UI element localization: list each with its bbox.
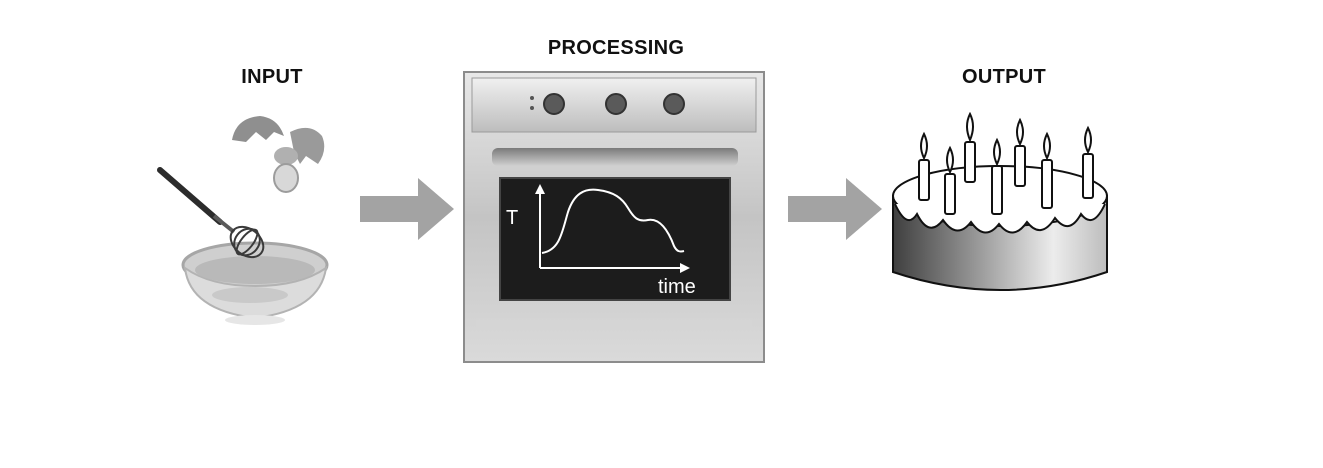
birthday-cake-icon <box>885 111 1117 308</box>
processing-label: PROCESSING <box>547 37 685 59</box>
input-label: INPUT <box>241 66 303 88</box>
arrow-right-icon <box>358 176 458 242</box>
temperature-time-graph <box>535 184 690 273</box>
candle-icon <box>918 111 1094 215</box>
input-illustration <box>150 110 350 330</box>
oven-knob <box>543 93 685 115</box>
oven-icon: T time <box>462 70 766 364</box>
mixing-bowl-icon <box>181 241 329 325</box>
graph-x-axis-label: time <box>658 276 696 298</box>
arrow-right-icon <box>786 176 886 242</box>
graph-y-axis-label: T <box>506 207 519 229</box>
egg-icon <box>232 116 325 193</box>
whisk-icon <box>157 167 265 259</box>
output-label: OUTPUT <box>961 66 1047 88</box>
